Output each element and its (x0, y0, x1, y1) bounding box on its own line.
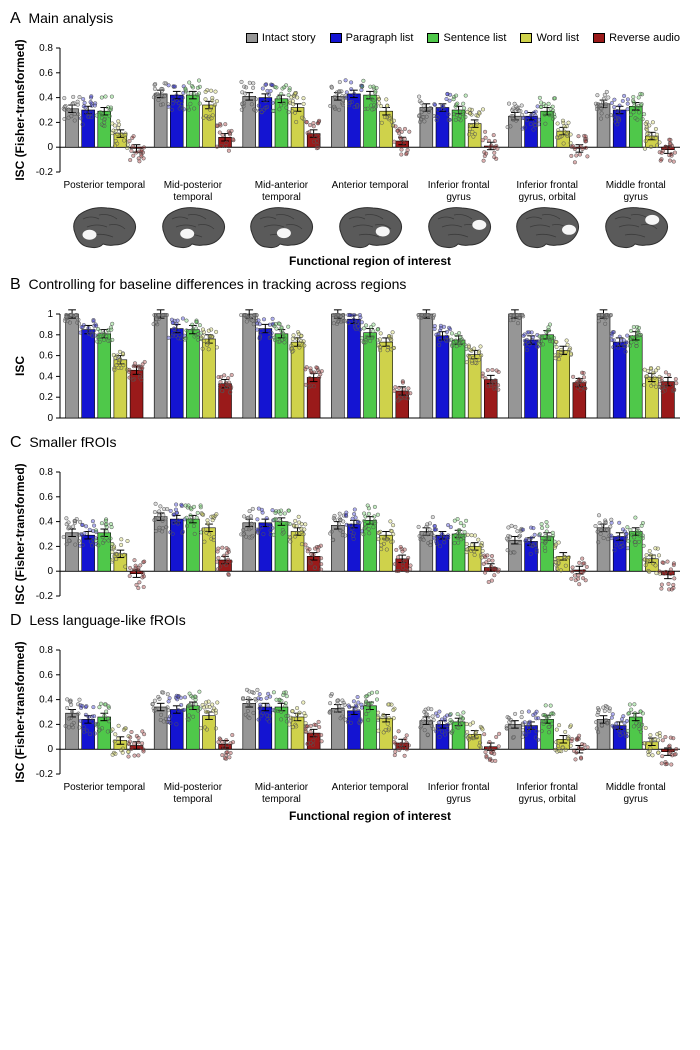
svg-text:0.2: 0.2 (39, 719, 53, 730)
svg-text:0.8: 0.8 (39, 467, 53, 478)
legend-label-0: Intact story (262, 32, 316, 44)
panel-B-title: B Controlling for baseline differences i… (10, 276, 690, 294)
panel-D-chart: -0.2 0 0.2 0.4 0.6 0.8 ISC (Fisher-transformed… (10, 632, 690, 782)
panel-A-xaxis-title: Functional region of interest (60, 254, 680, 268)
legend-item-1: Paragraph list (330, 32, 414, 44)
svg-text:0.6: 0.6 (39, 68, 53, 79)
panel-B-chart: 0 0.2 0.4 0.6 0.8 1 ISC (10, 296, 690, 426)
svg-text:0.6: 0.6 (39, 670, 53, 681)
svg-text:0.8: 0.8 (39, 645, 53, 656)
panel-D-xlabels: Posterior temporalMid-posterior temporal… (60, 782, 680, 805)
legend-label-3: Word list (536, 32, 579, 44)
region-label-2: Mid-anterior temporal (237, 180, 326, 203)
svg-text:0.8: 0.8 (39, 330, 53, 341)
region-label-5: Inferior frontal gyrus, orbital (503, 180, 592, 203)
legend-item-3: Word list (520, 32, 579, 44)
svg-text:0.6: 0.6 (39, 492, 53, 503)
panel-A-title: A Main analysis (10, 10, 690, 28)
panel-B: B Controlling for baseline differences i… (10, 276, 690, 426)
region-label-6: Middle frontal gyrus (591, 180, 680, 203)
region-label-1: Mid-posterior temporal (149, 180, 238, 203)
legend-swatch-2 (427, 33, 439, 43)
region-label-5: Inferior frontal gyrus, orbital (503, 782, 592, 805)
svg-text:1: 1 (47, 309, 53, 320)
panel-C-chart: -0.2 0 0.2 0.4 0.6 0.8 ISC (Fisher-transformed… (10, 454, 690, 604)
svg-text:0: 0 (47, 744, 53, 755)
svg-text:0.4: 0.4 (39, 93, 53, 104)
svg-text:0.4: 0.4 (39, 517, 53, 528)
legend-item-4: Reverse audio (593, 32, 680, 44)
svg-text:0.2: 0.2 (39, 541, 53, 552)
region-label-6: Middle frontal gyrus (591, 782, 680, 805)
svg-text:ISC (Fisher-transformed): ISC (Fisher-transformed) (13, 641, 27, 782)
svg-text:0.2: 0.2 (39, 117, 53, 128)
svg-text:ISC (Fisher-transformed): ISC (Fisher-transformed) (13, 463, 27, 604)
legend-label-2: Sentence list (443, 32, 506, 44)
region-label-3: Anterior temporal (326, 782, 415, 805)
svg-text:0: 0 (47, 566, 53, 577)
panel-A-chart-area: -0.2 0 0.2 0.4 0.6 0.8 ISC (Fisher-transformed… (10, 30, 690, 180)
region-label-3: Anterior temporal (326, 180, 415, 203)
svg-text:0: 0 (47, 413, 53, 424)
brain-icon-4 (414, 205, 503, 250)
svg-text:ISC (Fisher-transformed): ISC (Fisher-transformed) (13, 39, 27, 180)
panel-D-title: D Less language-like fROIs (10, 612, 690, 630)
legend-swatch-1 (330, 33, 342, 43)
svg-text:0.8: 0.8 (39, 43, 53, 54)
region-label-0: Posterior temporal (60, 782, 149, 805)
panel-C: C Smaller fROIs -0.2 0 0.2 0.4 0.6 0.8 ISC (Fis… (10, 434, 690, 604)
panel-B-chart-area: 0 0.2 0.4 0.6 0.8 1 ISC (10, 296, 690, 426)
panel-D-chart-area: -0.2 0 0.2 0.4 0.6 0.8 ISC (Fisher-transformed… (10, 632, 690, 782)
legend-label-1: Paragraph list (346, 32, 414, 44)
legend-label-4: Reverse audio (609, 32, 680, 44)
brain-icon-0 (60, 205, 149, 250)
region-label-0: Posterior temporal (60, 180, 149, 203)
svg-text:ISC: ISC (13, 356, 27, 376)
svg-text:0.4: 0.4 (39, 695, 53, 706)
panel-B-title-text: Controlling for baseline differences in … (28, 276, 406, 292)
svg-text:-0.2: -0.2 (36, 167, 54, 178)
svg-text:0: 0 (47, 142, 53, 153)
panel-C-title: C Smaller fROIs (10, 434, 690, 452)
svg-text:0.2: 0.2 (39, 392, 53, 403)
region-label-4: Inferior frontal gyrus (414, 782, 503, 805)
panel-D-title-text: Less language-like fROIs (29, 612, 185, 628)
brain-icon-6 (591, 205, 680, 250)
legend-item-0: Intact story (246, 32, 316, 44)
legend-swatch-4 (593, 33, 605, 43)
panel-A-chart: -0.2 0 0.2 0.4 0.6 0.8 ISC (Fisher-transformed… (10, 30, 690, 180)
region-label-1: Mid-posterior temporal (149, 782, 238, 805)
panel-A-xlabels: Posterior temporalMid-posterior temporal… (60, 180, 680, 203)
panel-A-title-text: Main analysis (28, 10, 113, 26)
panel-D: D Less language-like fROIs -0.2 0 0.2 0.4 0.6… (10, 612, 690, 823)
panel-A: A Main analysis -0.2 0 0.2 0.4 0.6 0.8 ISC (Fis… (10, 10, 690, 268)
legend-item-2: Sentence list (427, 32, 506, 44)
brain-icon-5 (503, 205, 592, 250)
legend-swatch-3 (520, 33, 532, 43)
panel-C-title-text: Smaller fROIs (29, 434, 116, 450)
panel-D-xaxis-title: Functional region of interest (60, 809, 680, 823)
brain-icon-1 (149, 205, 238, 250)
svg-text:0.4: 0.4 (39, 371, 53, 382)
brain-row (60, 205, 680, 250)
region-label-4: Inferior frontal gyrus (414, 180, 503, 203)
legend: Intact story Paragraph list Sentence list W… (246, 32, 680, 44)
panel-C-chart-area: -0.2 0 0.2 0.4 0.6 0.8 ISC (Fisher-transformed… (10, 454, 690, 604)
legend-swatch-0 (246, 33, 258, 43)
svg-text:-0.2: -0.2 (36, 591, 54, 602)
brain-icon-2 (237, 205, 326, 250)
svg-text:0.6: 0.6 (39, 351, 53, 362)
region-label-2: Mid-anterior temporal (237, 782, 326, 805)
svg-text:-0.2: -0.2 (36, 769, 54, 780)
brain-icon-3 (326, 205, 415, 250)
